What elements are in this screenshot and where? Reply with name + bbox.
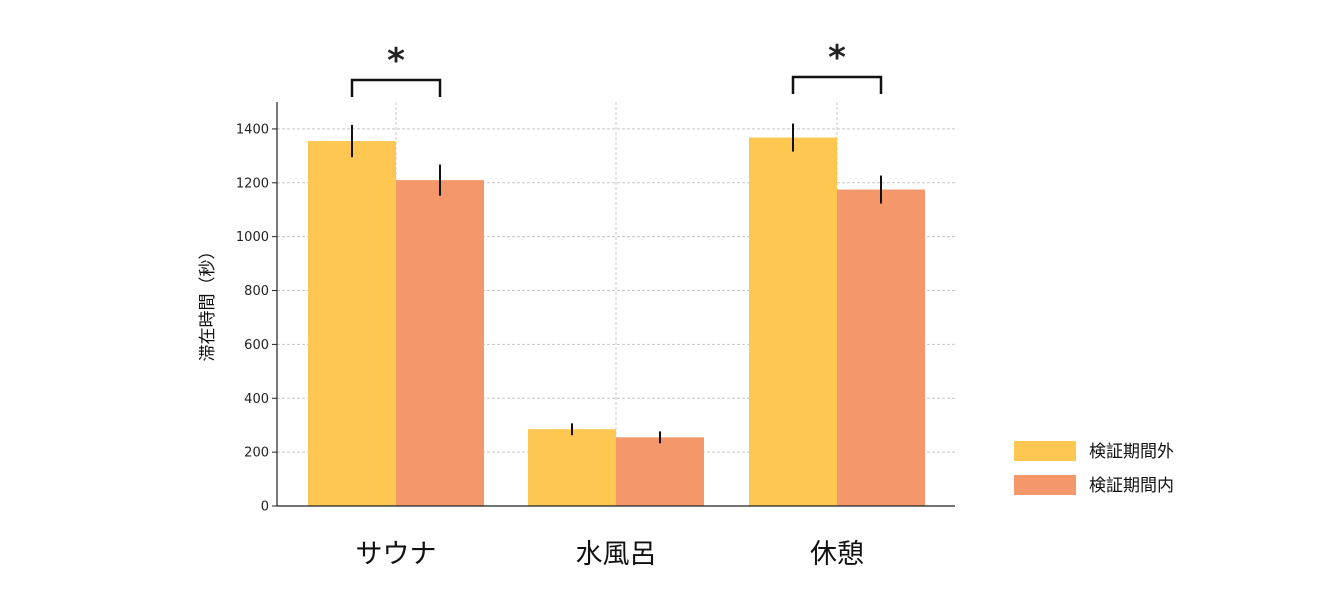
- y-tick-label: 1000: [236, 230, 269, 245]
- y-tick-label: 600: [244, 338, 269, 353]
- y-tick-label: 400: [244, 392, 269, 407]
- significance-star: *: [387, 41, 405, 81]
- significance-markers: * *: [350, 38, 883, 97]
- y-axis-label: 滞在時間（秒）: [198, 243, 218, 362]
- y-tick-label: 0: [261, 500, 269, 515]
- y-tick-label: 800: [244, 284, 269, 299]
- y-tick-label: 200: [244, 446, 269, 461]
- legend-swatch: [1014, 475, 1076, 495]
- significance-star: *: [828, 38, 846, 78]
- axes: 0 200 400 600 800 1000 1200 1400 サウナ 水風呂 休憩: [236, 102, 955, 570]
- x-tick-label: 休憩: [810, 539, 864, 570]
- legend-label: 検証期間内: [1089, 476, 1174, 496]
- x-tick-label: サウナ: [356, 539, 437, 570]
- bar: [528, 429, 616, 506]
- legend-label: 検証期間外: [1089, 442, 1174, 462]
- y-tick-label: 1200: [236, 176, 269, 191]
- y-tick-label: 1400: [236, 122, 269, 137]
- error-bars: [351, 123, 882, 444]
- bars: [308, 137, 925, 507]
- significance-bracket: [350, 78, 442, 97]
- bar: [308, 141, 396, 506]
- legend-swatch: [1014, 441, 1076, 461]
- bar: [396, 180, 484, 506]
- bar: [837, 189, 925, 507]
- bar: [616, 437, 704, 506]
- x-tick-label: 水風呂: [576, 539, 657, 570]
- significance-bracket: [791, 75, 883, 94]
- bar: [749, 137, 837, 506]
